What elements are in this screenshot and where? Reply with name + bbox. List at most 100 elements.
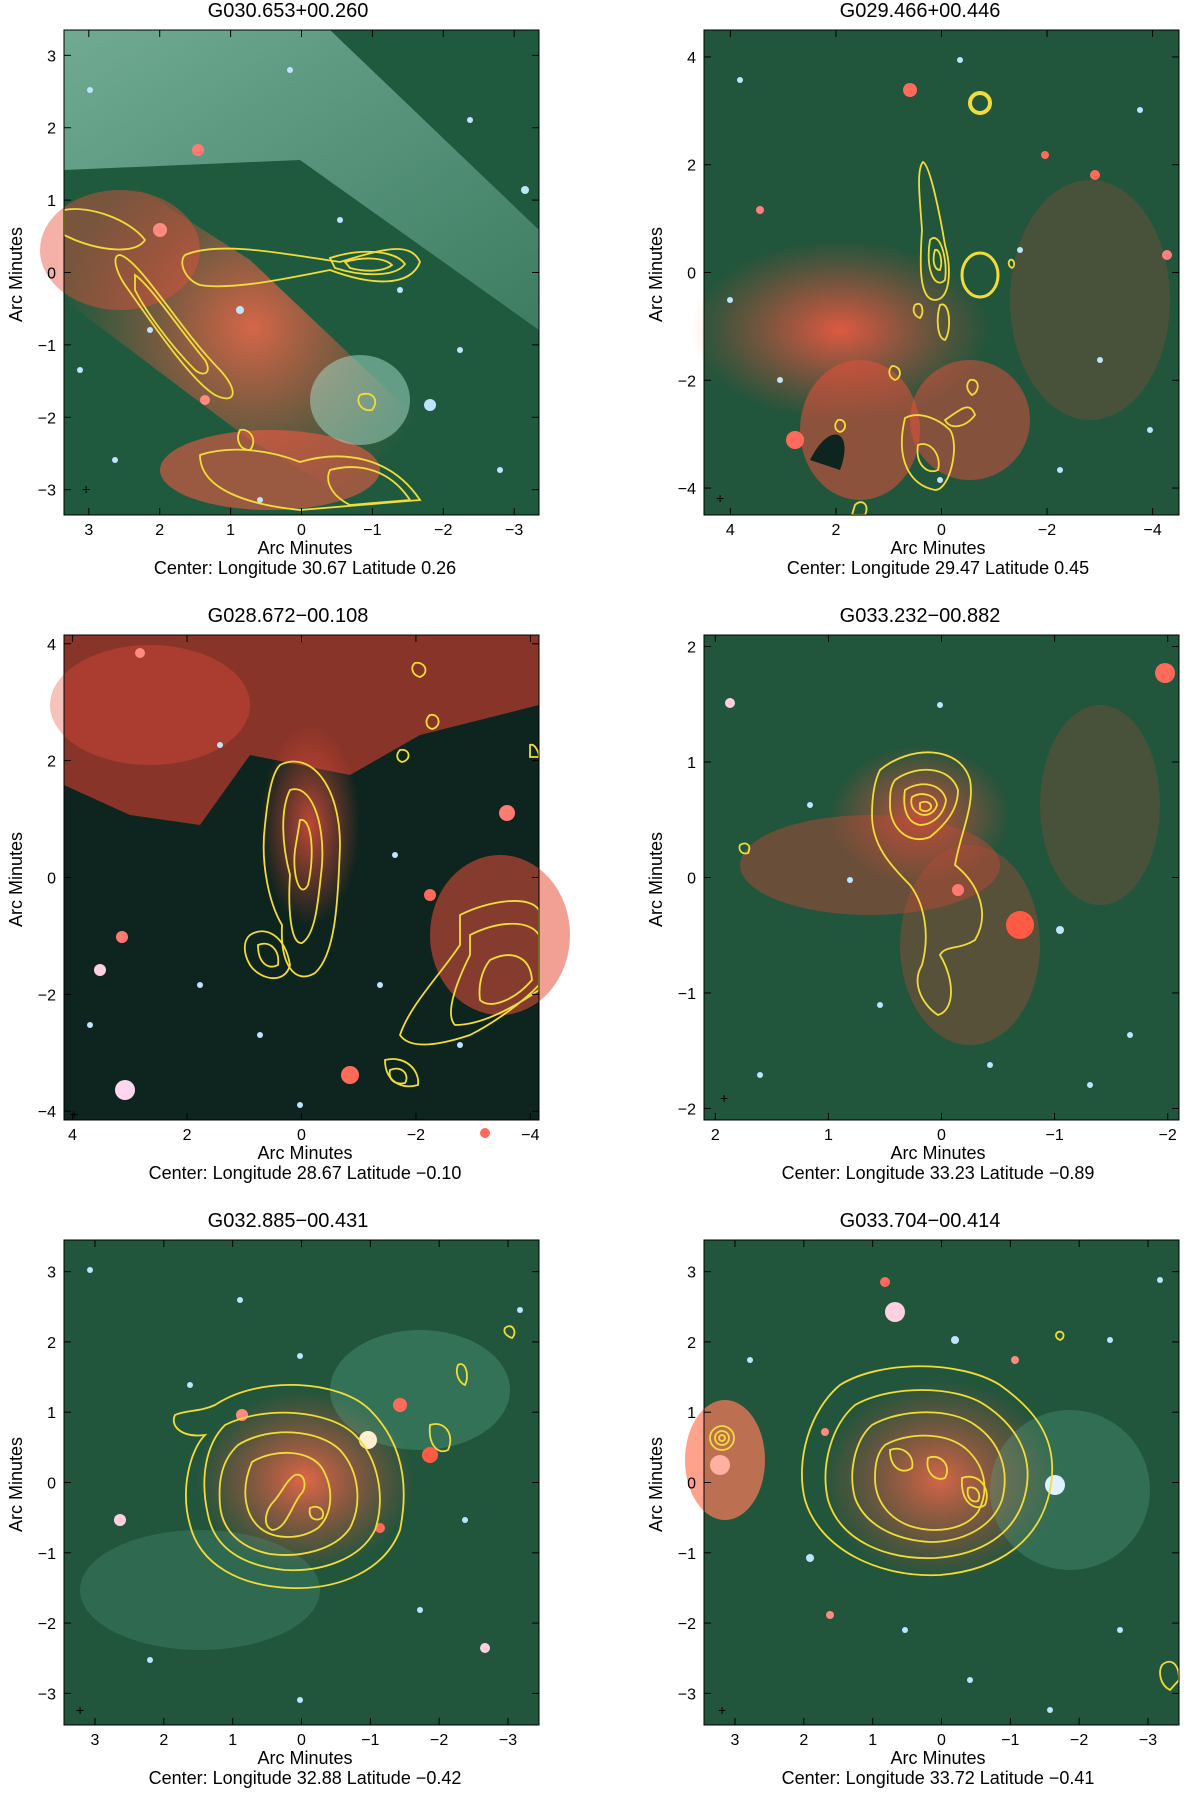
y-tick-label: −1 [38, 338, 56, 355]
y-tick-label: −2 [678, 1101, 696, 1118]
plot-area: + 4 2 0 −2 −4 4 2 0 −2 −4 [678, 29, 1180, 539]
sky-image: + [40, 30, 539, 515]
x-tick-label: 0 [937, 1127, 946, 1144]
y-tick-label: 1 [47, 1405, 56, 1422]
center-coordinates: Center: Longitude 32.88 Latitude −0.42 [25, 1768, 585, 1788]
marker-cross: + [76, 1702, 84, 1718]
y-tick-label: 4 [687, 50, 696, 67]
x-tick-label: 1 [868, 1732, 877, 1749]
x-tick-label: 3 [84, 522, 93, 539]
y-tick-label: 1 [687, 755, 696, 772]
y-tick-label: −1 [38, 1546, 56, 1563]
y-axis: 4 2 0 −2 −4 [38, 637, 539, 1121]
star-field [710, 1277, 1163, 1713]
x-axis-label: Arc Minutes [257, 538, 353, 558]
sky-image: + [690, 30, 1179, 515]
center-coordinates: Center: Longitude 33.23 Latitude −0.89 [658, 1163, 1200, 1183]
x-axis: 2 1 0 −1 −2 [711, 635, 1177, 1144]
x-tick-label: 2 [155, 522, 164, 539]
center-value: Longitude 28.67 Latitude −0.10 [212, 1163, 462, 1183]
x-tick-label: −2 [434, 522, 452, 539]
panel-title: G033.232−00.882 [839, 605, 1001, 627]
marker-cross: + [716, 490, 724, 506]
x-tick-label: 0 [937, 1732, 946, 1749]
star-field [87, 648, 515, 1138]
center-prefix: Center: [148, 1768, 208, 1788]
x-tick-label: −4 [521, 1127, 539, 1144]
x-tick-label: −2 [407, 1127, 425, 1144]
y-tick-label: 2 [47, 121, 56, 138]
x-tick-label: −1 [1045, 1127, 1063, 1144]
radio-contours [738, 751, 983, 1016]
plot-area: + 3 2 1 0 −1 −2 −3 3 2 1 0 −1 −2 −3 [38, 29, 540, 539]
star-field [727, 57, 1172, 483]
y-tick-label: 0 [47, 871, 56, 888]
y-tick-label: 3 [47, 48, 56, 65]
center-prefix: Center: [781, 1163, 841, 1183]
x-tick-label: −1 [363, 522, 381, 539]
x-tick-label: 2 [831, 522, 840, 539]
x-axis: 3 2 1 0 −1 −2 −3 [731, 1240, 1157, 1749]
x-tick-label: 1 [824, 1127, 833, 1144]
center-value: Longitude 29.47 Latitude 0.45 [850, 558, 1090, 578]
radio-contours [709, 1330, 1180, 1692]
y-tick-label: 1 [47, 193, 56, 210]
y-tick-label: −1 [678, 986, 696, 1003]
y-tick-label: 2 [47, 754, 56, 771]
radio-contours [243, 661, 540, 1088]
center-value: Longitude 33.23 Latitude −0.89 [845, 1163, 1095, 1183]
radio-contours [63, 208, 422, 511]
panel-g033-704: G033.704−00.414 + [640, 1210, 1200, 1810]
y-axis-label: Arc Minutes [6, 1436, 26, 1532]
x-axis-label: Arc Minutes [890, 1143, 986, 1163]
x-tick-label: −3 [499, 1732, 517, 1749]
center-coordinates: Center: Longitude 28.67 Latitude −0.10 [25, 1163, 585, 1183]
panel-title: G030.653+00.260 [207, 0, 369, 22]
center-prefix: Center: [781, 1768, 841, 1788]
y-tick-label: 0 [687, 266, 696, 283]
y-axis: 3 2 1 0 −1 −2 −3 [38, 1265, 539, 1703]
y-tick-label: −3 [678, 1686, 696, 1703]
x-axis: 4 2 0 −2 −4 [726, 30, 1162, 539]
y-tick-label: −2 [678, 373, 696, 390]
x-axis: 3 2 1 0 −1 −2 −3 [91, 1240, 517, 1749]
panel-title: G029.466+00.446 [839, 0, 1001, 22]
y-axis: 3 2 1 0 −1 −2 −3 [38, 48, 539, 500]
star-field [725, 663, 1175, 1088]
center-value: Longitude 30.67 Latitude 0.26 [217, 558, 457, 578]
plot-area: + 3 2 1 0 −1 −2 −3 3 2 1 0 −1 −2 −3 [678, 1239, 1180, 1749]
x-tick-label: −1 [1001, 1732, 1019, 1749]
x-tick-label: 0 [297, 1127, 306, 1144]
y-axis: 4 2 0 −2 −4 [678, 50, 1179, 498]
sky-image: + [64, 1240, 539, 1725]
x-tick-label: 2 [799, 1732, 808, 1749]
y-tick-label: 0 [687, 1476, 696, 1493]
sky-image: + [685, 1240, 1179, 1725]
y-tick-label: 0 [47, 266, 56, 283]
y-tick-label: −2 [38, 987, 56, 1004]
y-tick-label: −1 [678, 1546, 696, 1563]
panel-g032-885: G032.885−00.431 + [0, 1210, 560, 1810]
y-tick-label: −4 [38, 1104, 56, 1121]
y-axis: 3 2 1 0 −1 −2 −3 [678, 1265, 1179, 1703]
y-tick-label: 0 [687, 871, 696, 888]
center-prefix: Center: [786, 558, 846, 578]
x-tick-label: −3 [1139, 1732, 1157, 1749]
panel-title: G028.672−00.108 [207, 605, 369, 627]
y-tick-label: −3 [38, 1686, 56, 1703]
x-tick-label: −2 [1038, 522, 1056, 539]
y-tick-label: −2 [38, 410, 56, 427]
x-axis-label: Arc Minutes [890, 538, 986, 558]
center-value: Longitude 32.88 Latitude −0.42 [212, 1768, 462, 1788]
x-tick-label: −2 [1070, 1732, 1088, 1749]
x-tick-label: −2 [1159, 1127, 1177, 1144]
y-tick-label: −2 [38, 1616, 56, 1633]
star-field [77, 67, 529, 503]
center-coordinates: Center: Longitude 29.47 Latitude 0.45 [658, 558, 1200, 578]
panel-g028-672: G028.672−00.108 + [0, 605, 570, 1205]
y-axis-label: Arc Minutes [6, 831, 26, 927]
x-tick-label: 0 [297, 522, 306, 539]
y-tick-label: 4 [47, 637, 56, 654]
y-tick-label: 2 [687, 158, 696, 175]
y-tick-label: 1 [687, 1405, 696, 1422]
